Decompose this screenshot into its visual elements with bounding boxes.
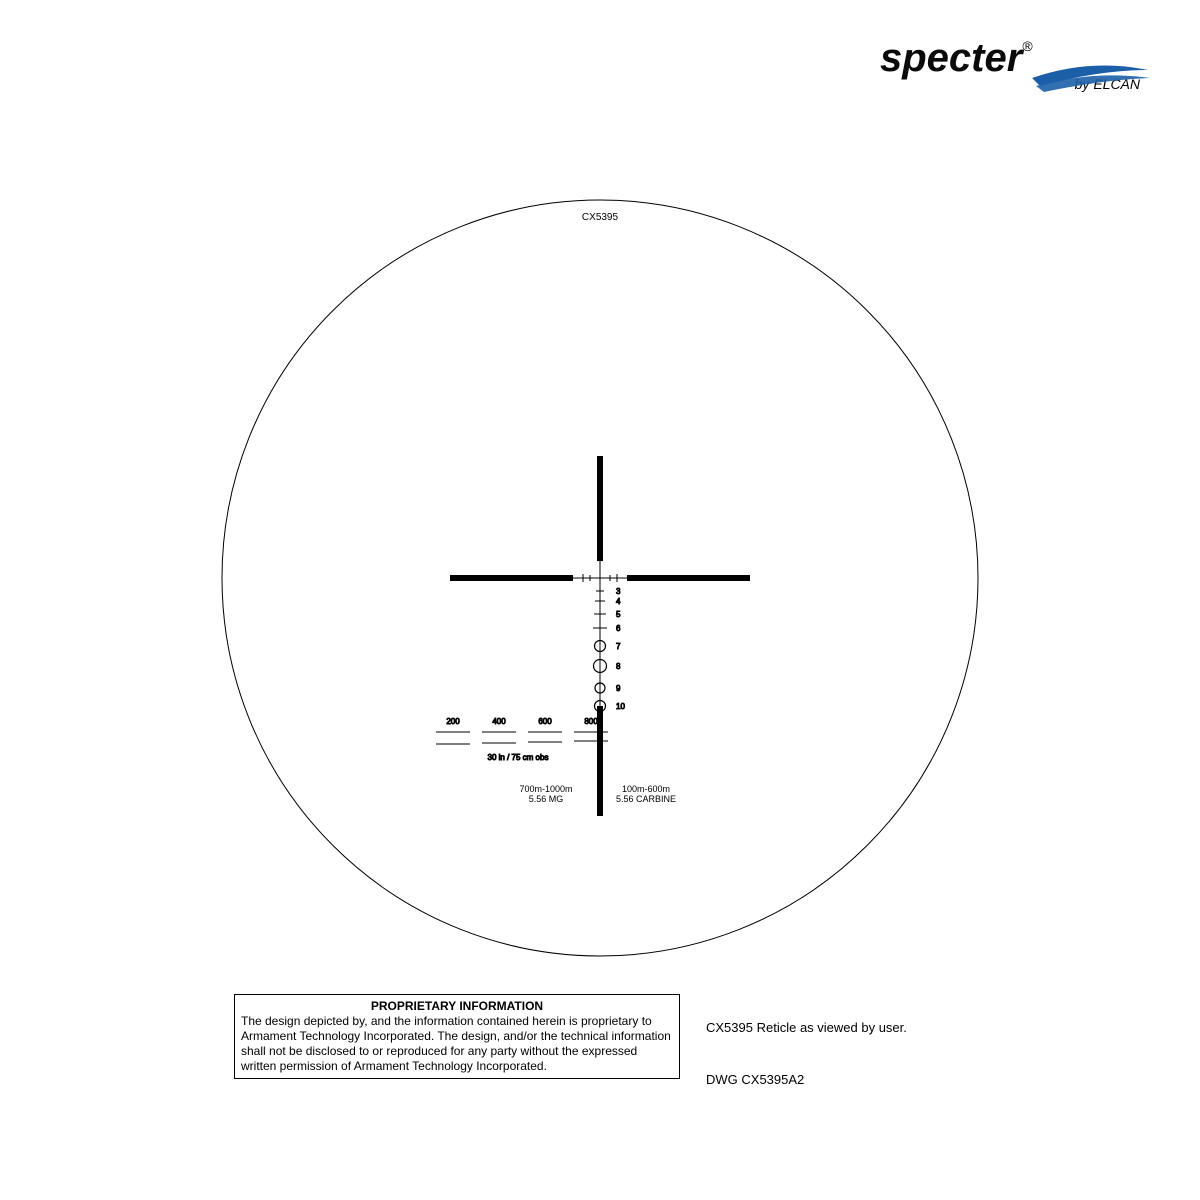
carbine-caliber: 5.56 CARBINE: [616, 794, 676, 804]
svg-text:9: 9: [616, 684, 621, 693]
model-label: CX5395: [582, 212, 619, 223]
bullet-drop-marks: 34 5 6 7 8 9 10: [593, 587, 625, 712]
crosshair: [450, 456, 750, 816]
proprietary-body: The design depicted by, and the informat…: [241, 1014, 673, 1074]
range-bars: 200 400 600 800 30 in / 75 cm obs: [436, 717, 608, 762]
svg-text:3: 3: [616, 587, 621, 596]
mg-caliber: 5.56 MG: [529, 794, 564, 804]
svg-text:400: 400: [492, 717, 506, 726]
svg-text:30 in / 75 cm obs: 30 in / 75 cm obs: [488, 753, 549, 762]
reticle-diagram: CX5395 34 5 6 7 8 9 10 200 400 600 800 30 in / 75 …: [218, 196, 982, 960]
swoosh-icon: [1030, 56, 1160, 96]
svg-text:6: 6: [616, 624, 621, 633]
drawing-number: DWG CX5395A2: [706, 1072, 804, 1087]
mg-range: 700m-1000m: [519, 784, 572, 794]
svg-text:600: 600: [538, 717, 552, 726]
svg-text:10: 10: [616, 702, 625, 711]
reticle-caption: CX5395 Reticle as viewed by user.: [706, 1020, 907, 1035]
svg-text:200: 200: [446, 717, 460, 726]
proprietary-title: PROPRIETARY INFORMATION: [241, 999, 673, 1014]
page: specter® by ELCAN CX5395: [0, 0, 1200, 1200]
brand-logo: specter® by ELCAN: [880, 38, 1140, 108]
svg-text:800: 800: [584, 717, 598, 726]
svg-text:5: 5: [616, 610, 621, 619]
brand-name: specter: [880, 36, 1022, 80]
svg-text:8: 8: [616, 662, 621, 671]
svg-text:4: 4: [616, 597, 621, 606]
registered-mark: ®: [1022, 38, 1032, 54]
svg-text:7: 7: [616, 642, 621, 651]
carbine-range: 100m-600m: [622, 784, 670, 794]
proprietary-box: PROPRIETARY INFORMATION The design depic…: [234, 994, 680, 1079]
reticle-svg: CX5395 34 5 6 7 8 9 10 200 400 600 800 30 in / 75 …: [218, 196, 982, 960]
